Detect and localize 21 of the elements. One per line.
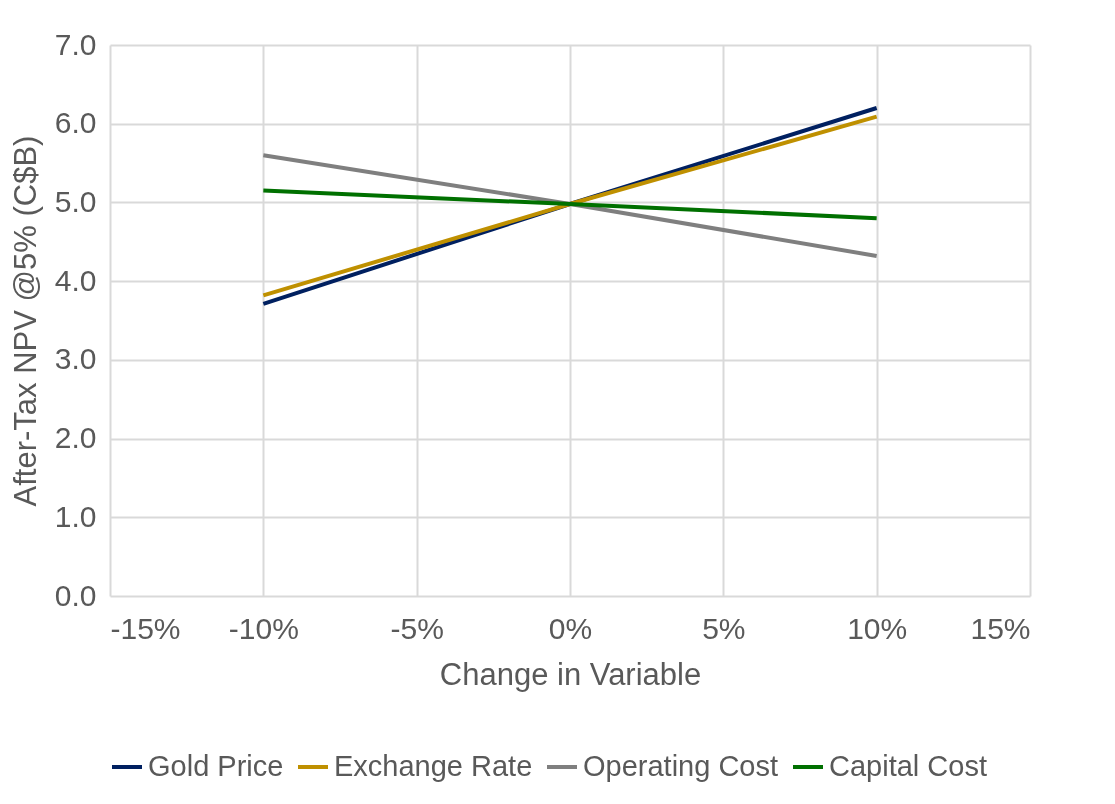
y-tick-label: 7.0: [54, 27, 97, 61]
legend-label: Exchange Rate: [334, 750, 533, 782]
x-tick-label: -5%: [390, 611, 444, 645]
x-tick-label: 10%: [847, 611, 908, 645]
x-tick-label: -15%: [110, 611, 181, 645]
y-tick-label: 4.0: [54, 263, 97, 297]
y-tick-label: 6.0: [54, 106, 97, 140]
legend-label: Operating Cost: [583, 750, 779, 782]
y-tick-label: 5.0: [54, 184, 97, 218]
x-axis-title: Change in Variable: [439, 656, 702, 692]
x-tick-label: 15%: [970, 611, 1031, 645]
y-tick-label: 2.0: [54, 421, 97, 455]
y-tick-label: 1.0: [54, 499, 97, 533]
y-axis-title: After-Tax NPV @5% (C$B): [7, 135, 43, 507]
x-tick-label: -10%: [228, 611, 299, 645]
y-tick-label: 0.0: [54, 578, 97, 612]
y-tick-label: 3.0: [54, 342, 97, 376]
legend-label: Gold Price: [148, 750, 284, 782]
x-tick-label: 0%: [548, 611, 593, 645]
x-tick-label: 5%: [702, 611, 746, 645]
legend-label: Capital Cost: [829, 750, 987, 782]
